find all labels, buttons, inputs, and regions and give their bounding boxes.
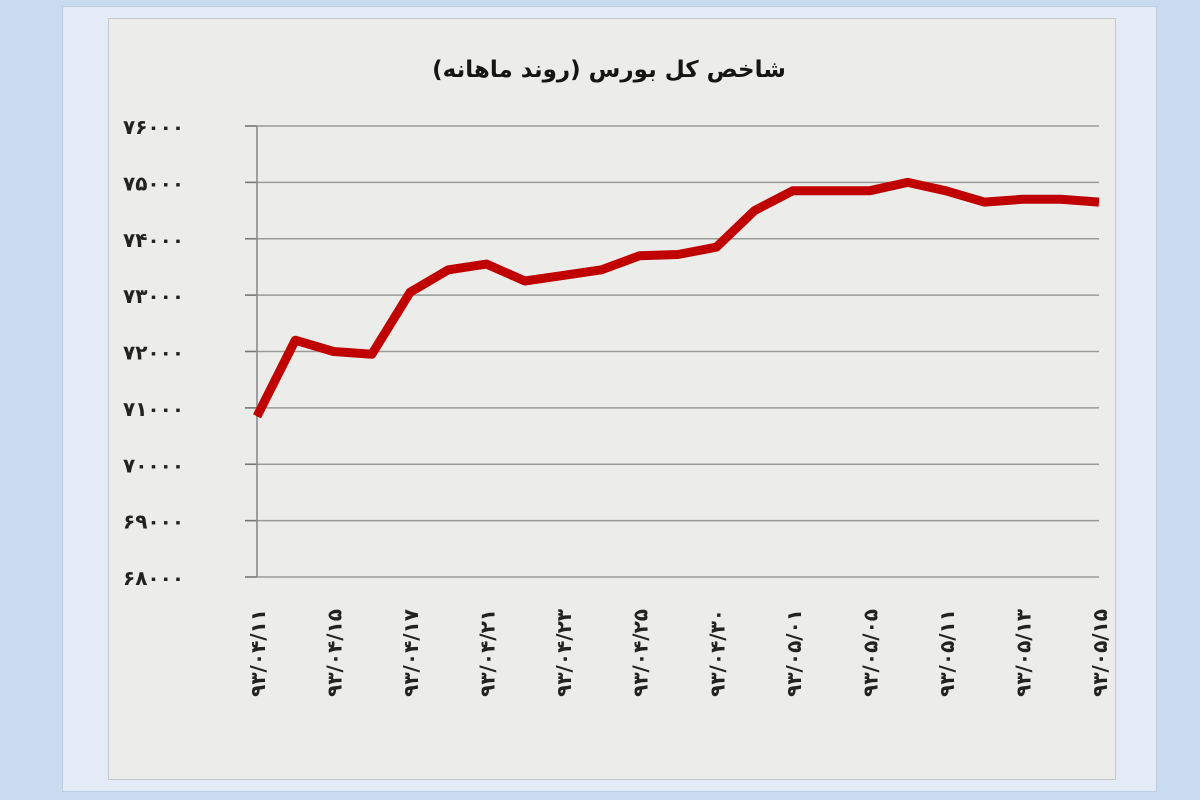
x-tick-label: ۹۳/۰۴/۲۳: [552, 609, 576, 697]
data-point: [754, 210, 756, 212]
data-point: [983, 201, 985, 203]
data-point: [830, 190, 832, 192]
data-point: [600, 269, 602, 271]
data-point: [294, 339, 296, 341]
data-point: [486, 263, 488, 265]
y-tick-label: ۶۹۰۰۰: [123, 510, 184, 534]
data-point: [1021, 198, 1023, 200]
y-tick-label: ۷۱۰۰۰: [123, 397, 184, 421]
y-tick-label: ۷۵۰۰۰: [123, 171, 184, 195]
data-point: [333, 351, 335, 352]
line-chart: ۶۸۰۰۰ ۶۹۰۰۰ ۷۰۰۰۰ ۷۱۰۰۰ ۷۲۰۰۰ ۷۳۰۰۰ ۷۴۰۰۰ ۷۵۰۰۰…: [123, 57, 1112, 697]
grid-lines: [257, 125, 1099, 578]
data-point: [524, 280, 526, 282]
x-tick-label: ۹۳/۰۴/۲۵: [629, 609, 653, 697]
data-point: [371, 353, 373, 355]
y-axis: ۶۸۰۰۰ ۶۹۰۰۰ ۷۰۰۰۰ ۷۱۰۰۰ ۷۲۰۰۰ ۷۳۰۰۰ ۷۴۰۰۰ ۷۵۰۰۰…: [123, 115, 258, 590]
y-tick-label: ۷۰۰۰۰: [123, 453, 184, 477]
x-tick-label: ۹۳/۰۴/۱۷: [399, 609, 423, 697]
data-point: [562, 274, 564, 276]
data-point: [945, 190, 947, 192]
data-point: [677, 254, 679, 256]
data-point: [868, 190, 870, 192]
series-layer: [252, 177, 1100, 419]
x-tick-label: ۹۳/۰۵/۱۵: [1088, 609, 1112, 697]
series-line: [252, 177, 1100, 419]
x-tick-label: ۹۳/۰۵/۱۳: [1011, 609, 1035, 697]
data-point: [1060, 198, 1062, 200]
chart-title: شاخص کل بورس (روند ماهانه): [432, 57, 786, 83]
x-axis: ۹۳/۰۴/۱۱ ۹۳/۰۴/۱۵ ۹۳/۰۴/۱۷ ۹۳/۰۴/۲۱ ۹۳/۰۴/۲۳…: [246, 609, 1112, 697]
data-point: [409, 291, 411, 293]
data-point: [715, 246, 717, 248]
y-tick-label: ۷۲۰۰۰: [123, 341, 184, 365]
y-tick-label: ۷۳۰۰۰: [123, 284, 184, 308]
y-tick-label: ۶۸۰۰۰: [123, 566, 184, 590]
x-tick-label: ۹۳/۰۴/۲۱: [476, 609, 500, 697]
data-point: [639, 255, 641, 257]
y-tick-label: ۷۴۰۰۰: [123, 228, 184, 252]
x-tick-label: ۹۳/۰۵/۱۱: [935, 609, 959, 697]
data-point: [907, 181, 909, 183]
data-point: [792, 190, 794, 192]
x-tick-label: ۹۳/۰۵/۰۵: [858, 609, 882, 697]
x-tick-label: ۹۳/۰۴/۱۱: [246, 609, 270, 697]
chart-panel: ۶۸۰۰۰ ۶۹۰۰۰ ۷۰۰۰۰ ۷۱۰۰۰ ۷۲۰۰۰ ۷۳۰۰۰ ۷۴۰۰۰ ۷۵۰۰۰…: [108, 18, 1116, 780]
x-tick-label: ۹۳/۰۴/۳۰: [705, 609, 729, 697]
x-tick-label: ۹۳/۰۵/۰۱: [782, 609, 806, 697]
data-point: [256, 415, 258, 417]
data-point: [1098, 201, 1100, 203]
data-point: [447, 269, 449, 271]
y-tick-label: ۷۶۰۰۰: [123, 115, 184, 139]
x-tick-label: ۹۳/۰۴/۱۵: [323, 609, 347, 697]
